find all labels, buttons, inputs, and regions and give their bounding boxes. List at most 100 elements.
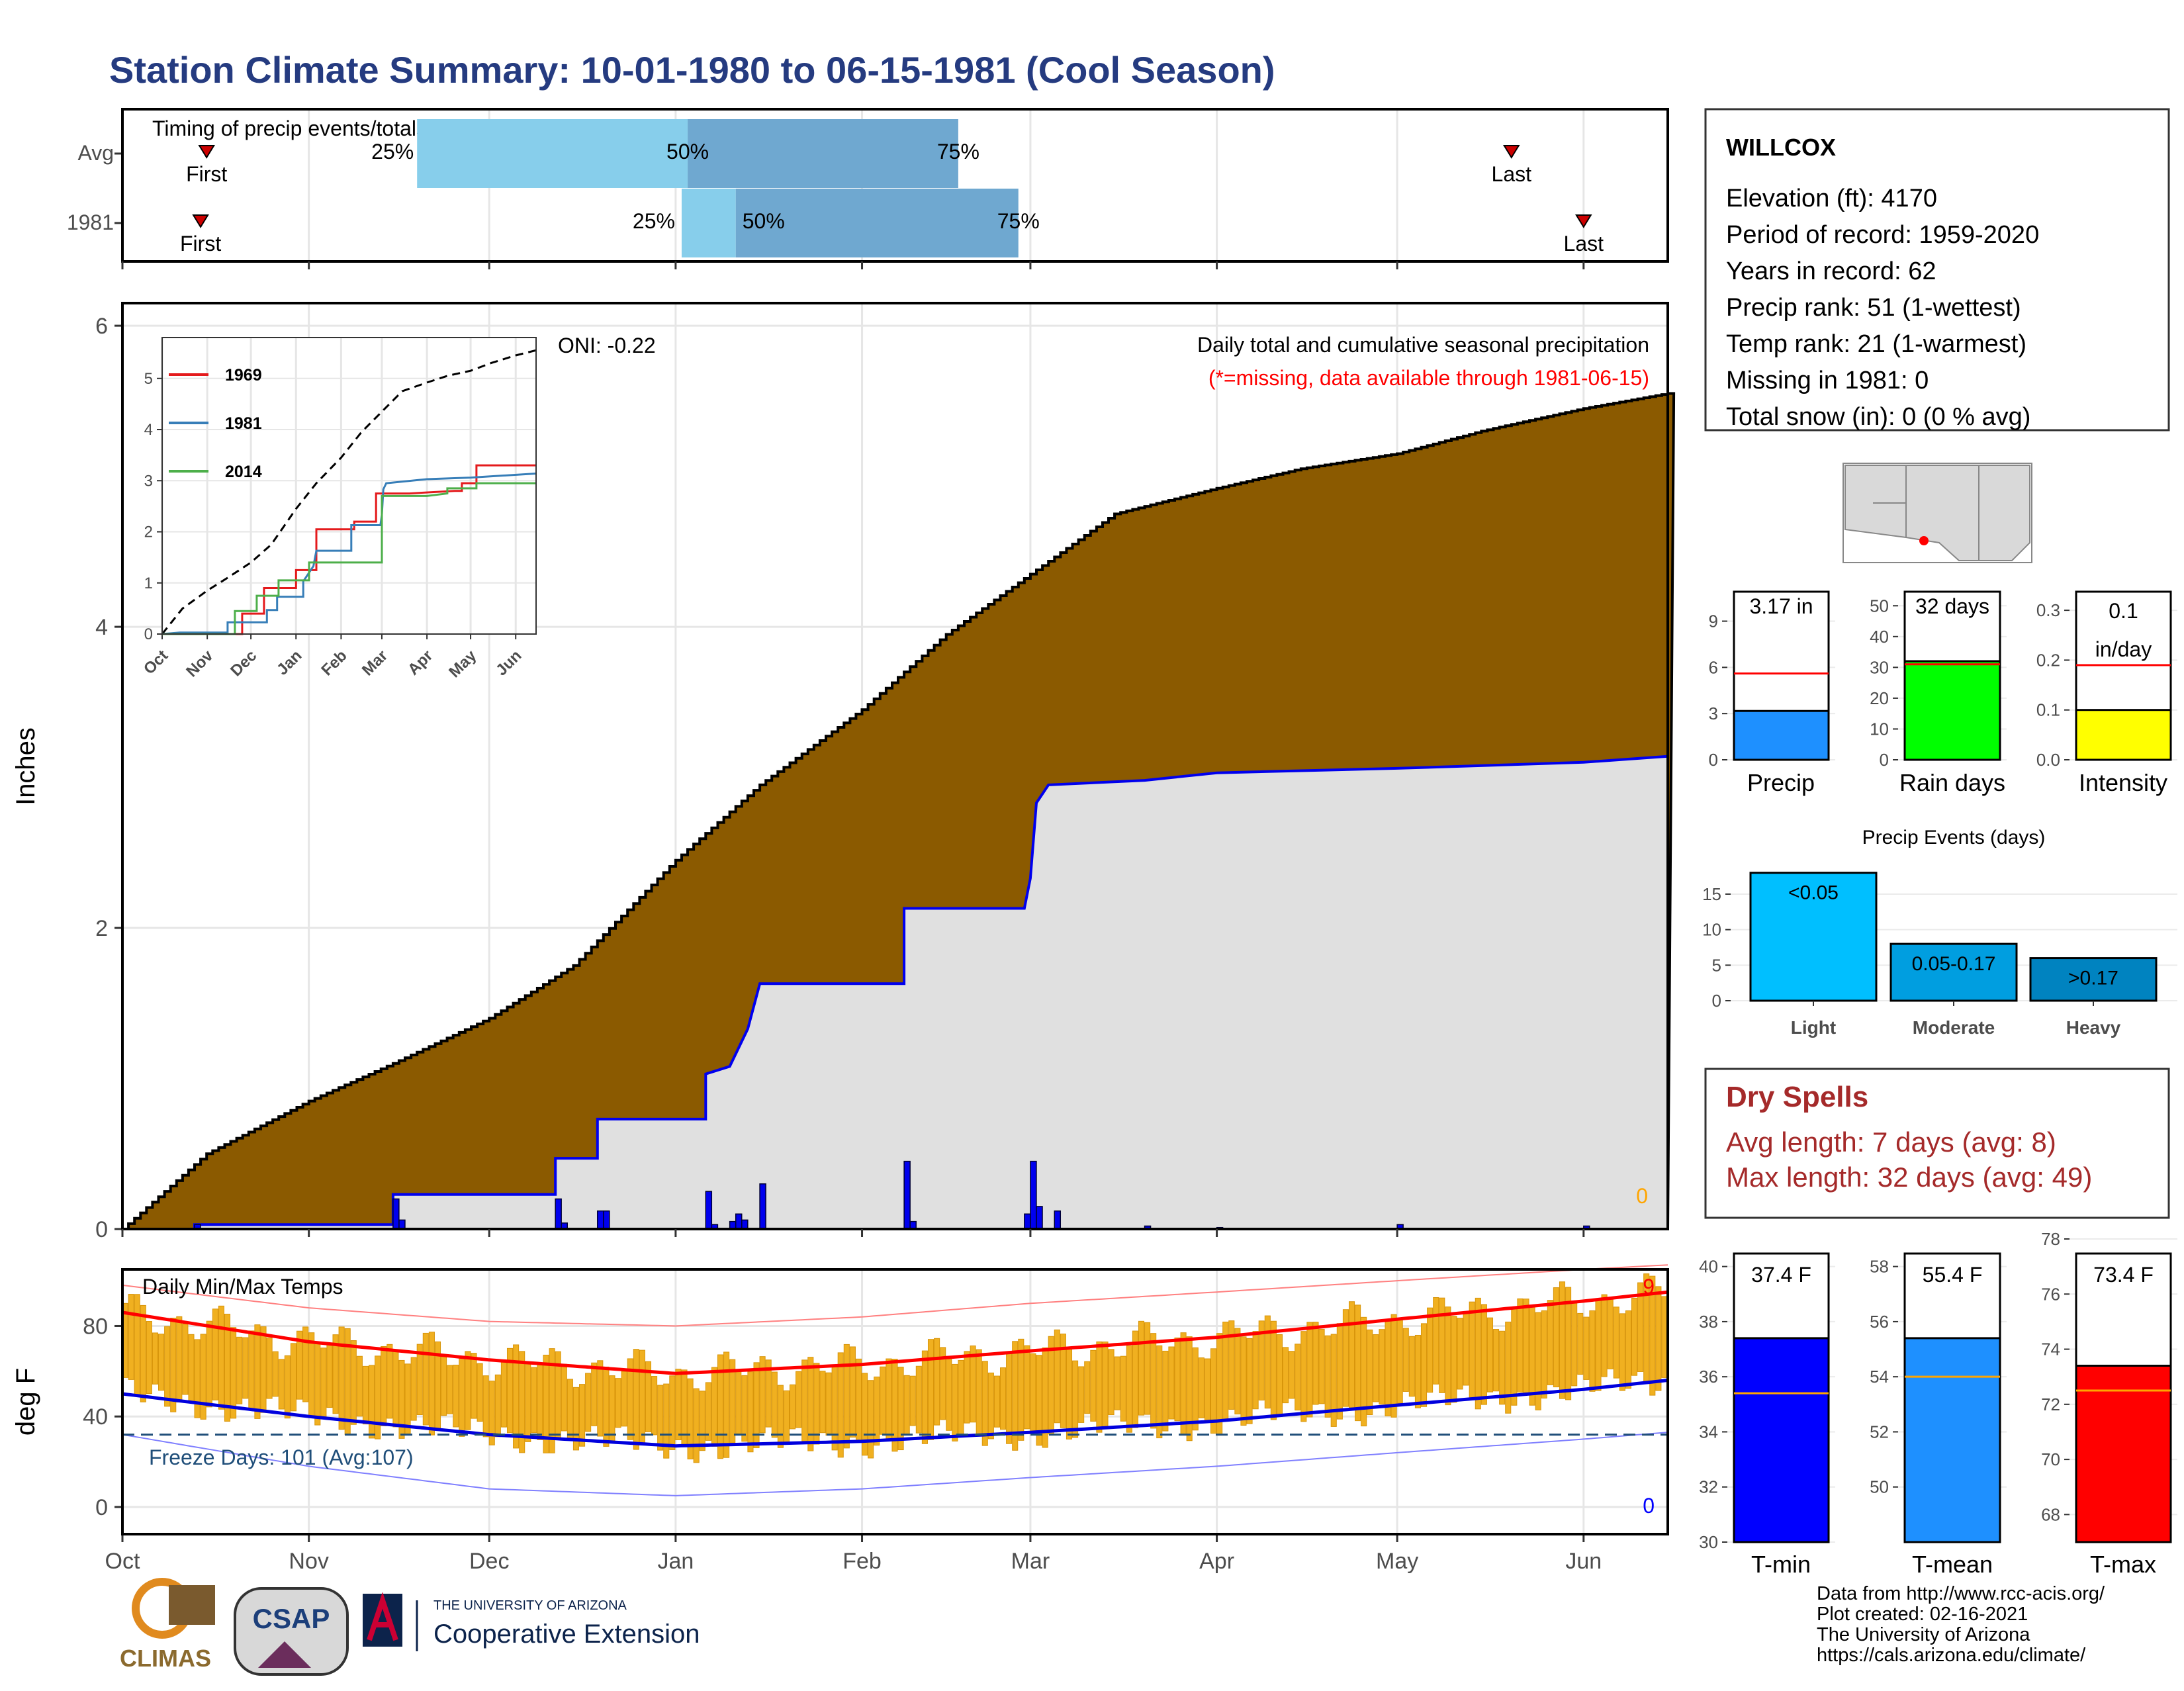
daily-temp-bar bbox=[284, 1355, 291, 1419]
daily-temp-bar bbox=[1553, 1287, 1559, 1388]
page-title: Station Climate Summary: 10-01-1980 to 0… bbox=[109, 49, 1275, 91]
daily-temp-bar bbox=[387, 1344, 393, 1419]
daily-temp-bar bbox=[964, 1351, 970, 1424]
daily-temp-bar bbox=[1066, 1346, 1073, 1440]
station-info-line: Temp rank: 21 (1-warmest) bbox=[1726, 330, 2026, 358]
timing-q50-label: 50% bbox=[743, 209, 785, 233]
daily-temp-bar bbox=[609, 1375, 615, 1441]
daily-temp-bar bbox=[699, 1391, 705, 1451]
precip-annotation: Daily total and cumulative seasonal prec… bbox=[1197, 333, 1649, 357]
daily-temp-bar bbox=[525, 1361, 531, 1442]
daily-temp-bar bbox=[392, 1350, 399, 1428]
tbar-y-tick-label: 32 bbox=[1699, 1477, 1718, 1497]
daily-temp-bar bbox=[200, 1334, 206, 1420]
station-info-line: Period of record: 1959-2020 bbox=[1726, 221, 2039, 249]
daily-temp-bar bbox=[134, 1294, 140, 1395]
obs-cumulative-line bbox=[122, 754, 1668, 1230]
daily-temp-bar bbox=[1180, 1332, 1187, 1436]
daily-precip-bar bbox=[555, 1198, 562, 1230]
daily-temp-bar bbox=[1523, 1299, 1529, 1393]
oni-value: ONI: -0.22 bbox=[558, 334, 656, 357]
daily-temp-bar bbox=[1240, 1336, 1247, 1426]
station-info-line: Years in record: 62 bbox=[1726, 257, 1936, 285]
daily-temp-bar bbox=[1577, 1312, 1584, 1375]
daily-temp-bar bbox=[1336, 1323, 1343, 1420]
tbar-value-label: 73.4 F bbox=[2093, 1263, 2154, 1287]
daily-temp-bar bbox=[1529, 1306, 1535, 1406]
daily-temp-bar bbox=[158, 1334, 165, 1391]
mini-y-tick-label: 0.1 bbox=[2036, 700, 2060, 720]
station-info-line: Total snow (in): 0 (0 % avg) bbox=[1726, 403, 2030, 431]
daily-temp-bar bbox=[1283, 1347, 1289, 1404]
daily-temp-bar bbox=[874, 1376, 880, 1446]
daily-temp-bar bbox=[687, 1378, 694, 1460]
daily-temp-bar bbox=[362, 1365, 369, 1425]
footer-line: The University of Arizona bbox=[1817, 1624, 2030, 1645]
daily-temp-bar bbox=[531, 1367, 537, 1434]
mini-y-tick-label: 0.0 bbox=[2036, 750, 2060, 770]
daily-temp-bar bbox=[976, 1349, 982, 1436]
daily-temp-bar bbox=[1162, 1350, 1169, 1432]
tbar-value-label: 55.4 F bbox=[1923, 1263, 1983, 1287]
mini-y-tick-label: 0 bbox=[1880, 750, 1889, 770]
daily-temp-bar bbox=[777, 1385, 784, 1448]
tbar-category-label: T-min bbox=[1751, 1551, 1811, 1578]
y-tick-label: 40 bbox=[83, 1404, 108, 1430]
event-bar-label: >0.17 bbox=[2068, 968, 2118, 989]
tbar-y-tick-label: 36 bbox=[1699, 1367, 1718, 1387]
mini-y-tick-label: 10 bbox=[1870, 719, 1889, 739]
precip-panel: 0 2 4 6 Daily total and cumulative seasonal … bbox=[11, 302, 1676, 1242]
daily-temp-bar bbox=[843, 1344, 850, 1449]
mini-y-tick-label: 9 bbox=[1709, 612, 1718, 631]
daily-temp-bar bbox=[597, 1360, 604, 1437]
tbar-y-tick-label: 72 bbox=[2041, 1394, 2060, 1414]
daily-temp-bar bbox=[940, 1347, 946, 1420]
precip-frame bbox=[121, 302, 1669, 1230]
daily-temp-bar bbox=[1535, 1312, 1541, 1410]
timing-panel: Timing of precip events/totals Avg 25% 50% 7… bbox=[67, 108, 1669, 269]
daily-temp-bar bbox=[1559, 1281, 1566, 1399]
daily-temp-bar bbox=[909, 1375, 916, 1426]
event-category-label: Light bbox=[1791, 1017, 1836, 1038]
mini-value-bar bbox=[1903, 660, 2001, 761]
x-tick-label-oct: Oct bbox=[105, 1549, 140, 1574]
daily-temp-bar bbox=[356, 1355, 363, 1417]
daily-temp-bar bbox=[266, 1337, 273, 1399]
daily-temp-bar bbox=[921, 1350, 928, 1444]
timing-first-label: First bbox=[186, 162, 227, 186]
daily-temp-bar bbox=[1469, 1301, 1475, 1398]
daily-temp-bar bbox=[1144, 1322, 1151, 1415]
footer-line: Plot created: 02-16-2021 bbox=[1817, 1604, 2028, 1625]
temps-title: Daily Min/Max Temps bbox=[142, 1275, 343, 1299]
x-tick-label-dec: Dec bbox=[469, 1549, 509, 1574]
daily-temp-bar bbox=[212, 1308, 218, 1400]
daily-temp-bar bbox=[1276, 1334, 1283, 1417]
daily-temp-bar bbox=[1204, 1358, 1210, 1422]
daily-temp-bar bbox=[591, 1362, 598, 1426]
daily-temp-bar bbox=[441, 1355, 447, 1416]
dry-spells-title: Dry Spells bbox=[1726, 1081, 1868, 1113]
inset-avg-line bbox=[161, 349, 537, 635]
location-map bbox=[1843, 463, 2032, 563]
mini-value-label: 0.1 bbox=[2109, 599, 2138, 623]
station-info-line: Elevation (ft): 4170 bbox=[1726, 185, 1937, 212]
daily-temp-bar bbox=[1373, 1334, 1379, 1402]
daily-temp-bar bbox=[332, 1334, 339, 1414]
freeze-days-label: Freeze Days: 101 (Avg:107) bbox=[149, 1445, 414, 1469]
daily-temp-bar bbox=[915, 1365, 922, 1434]
daily-temp-bar bbox=[1054, 1329, 1060, 1424]
inset-y-tick-label: 4 bbox=[144, 421, 153, 439]
daily-temp-bar bbox=[952, 1363, 958, 1441]
record-min-line bbox=[122, 1432, 1668, 1496]
daily-temp-bar bbox=[1589, 1310, 1596, 1392]
daily-temp-bar bbox=[1300, 1331, 1307, 1422]
daily-temp-bar bbox=[296, 1330, 303, 1400]
daily-temp-bar bbox=[987, 1372, 994, 1440]
daily-temp-bar bbox=[627, 1358, 633, 1440]
map-state-borders bbox=[1873, 465, 1979, 561]
daily-temp-bar bbox=[1619, 1313, 1625, 1391]
timing-bar-q50-q75 bbox=[688, 119, 958, 188]
inset-y-tick-label: 0 bbox=[144, 625, 153, 643]
temps-y-axis-label: deg F bbox=[11, 1368, 40, 1436]
